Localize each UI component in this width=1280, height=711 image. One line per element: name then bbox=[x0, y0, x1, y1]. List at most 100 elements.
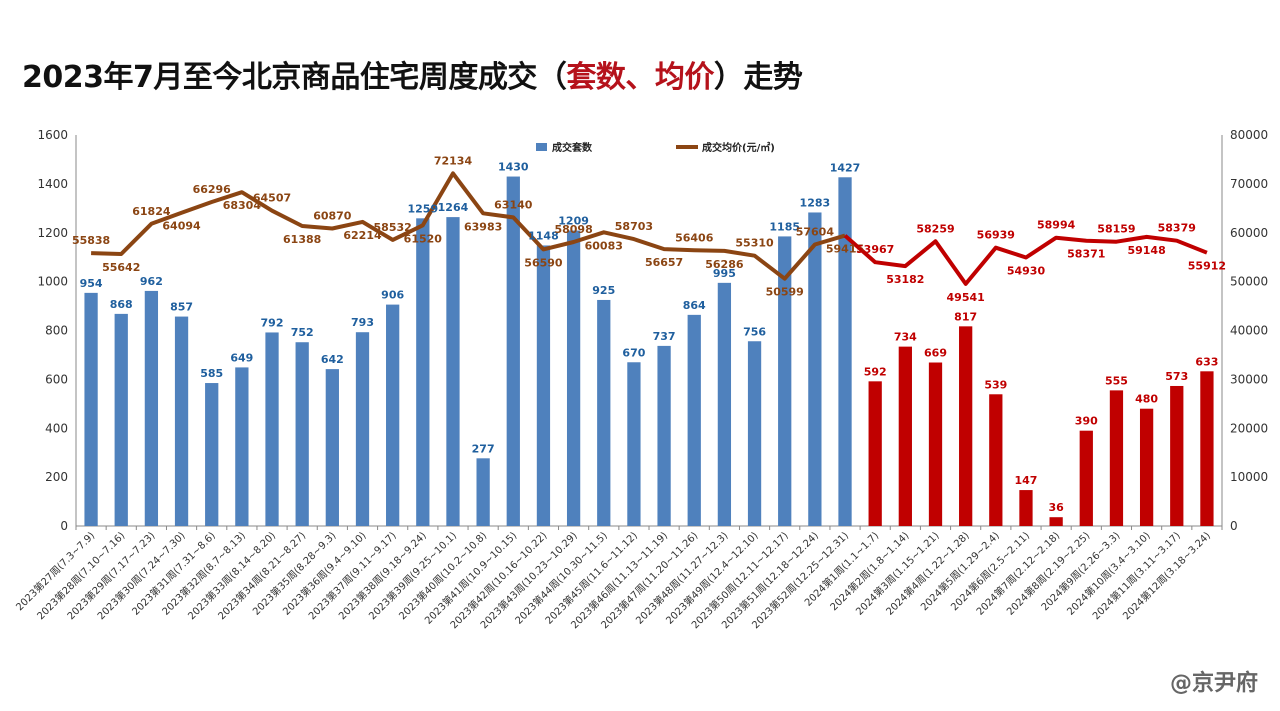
bar bbox=[536, 245, 551, 526]
bar-value-label: 642 bbox=[321, 353, 344, 366]
bar-value-label: 817 bbox=[954, 310, 977, 323]
bar bbox=[747, 341, 762, 526]
bar bbox=[627, 362, 641, 526]
price-value-label: 72134 bbox=[434, 154, 473, 167]
price-value-label: 56590 bbox=[524, 256, 563, 269]
price-value-label: 64507 bbox=[253, 192, 291, 205]
bar-value-label: 962 bbox=[140, 275, 163, 288]
bar bbox=[506, 176, 520, 526]
y-tick-left: 1400 bbox=[37, 177, 68, 191]
price-value-label: 58532 bbox=[374, 221, 412, 234]
price-value-label: 58259 bbox=[916, 222, 954, 235]
bar-value-label: 1209 bbox=[558, 215, 589, 228]
bar-value-label: 555 bbox=[1105, 374, 1128, 387]
bar bbox=[989, 394, 1003, 526]
bar bbox=[898, 346, 912, 526]
bar bbox=[386, 304, 400, 526]
title-highlight: 套数、均价 bbox=[566, 60, 714, 95]
bar bbox=[1019, 490, 1033, 526]
bar-value-label: 925 bbox=[592, 284, 615, 297]
price-value-label: 49541 bbox=[947, 291, 985, 304]
y-tick-right: 0 bbox=[1230, 519, 1238, 533]
bar bbox=[808, 212, 822, 527]
bar bbox=[778, 236, 792, 526]
bar-value-label: 1148 bbox=[528, 229, 559, 242]
price-value-label: 53967 bbox=[856, 243, 894, 256]
price-value-label: 66296 bbox=[193, 183, 232, 196]
bar bbox=[205, 383, 219, 526]
price-value-label: 57604 bbox=[796, 225, 835, 238]
price-value-label: 55642 bbox=[102, 261, 140, 274]
price-value-label: 63983 bbox=[464, 220, 502, 233]
bar-value-label: 670 bbox=[622, 346, 645, 359]
bar-value-label: 1264 bbox=[438, 201, 469, 214]
bar bbox=[687, 314, 701, 526]
bar-value-label: 36 bbox=[1048, 501, 1064, 514]
bar bbox=[1079, 430, 1093, 526]
y-tick-right: 20000 bbox=[1230, 421, 1268, 435]
bar bbox=[1170, 385, 1184, 526]
watermark: @京尹府 bbox=[1169, 671, 1258, 696]
bar bbox=[355, 332, 370, 526]
bar-value-label: 752 bbox=[291, 326, 314, 339]
y-tick-right: 50000 bbox=[1230, 275, 1268, 289]
price-value-label: 61520 bbox=[404, 232, 443, 245]
bar-value-label: 734 bbox=[894, 331, 917, 344]
bar-value-label: 480 bbox=[1135, 393, 1158, 406]
price-line-series bbox=[91, 171, 1208, 286]
bar-value-label: 1259 bbox=[408, 202, 439, 215]
bar-value-label: 793 bbox=[351, 316, 374, 329]
y-tick-left: 1000 bbox=[37, 275, 68, 289]
bar-value-label: 633 bbox=[1195, 355, 1218, 368]
bar-value-label: 1430 bbox=[498, 161, 529, 174]
title-prefix: 2023年7月至今北京商品住宅周度成交（ bbox=[22, 60, 567, 95]
price-value-label: 58994 bbox=[1037, 219, 1076, 232]
y-tick-left: 1600 bbox=[37, 128, 68, 142]
price-value-label: 64094 bbox=[162, 220, 201, 233]
y-tick-left: 1200 bbox=[37, 226, 68, 240]
bar bbox=[235, 367, 249, 526]
y-tick-left: 600 bbox=[45, 372, 68, 386]
price-line-2023 bbox=[91, 171, 846, 281]
bar bbox=[657, 345, 671, 526]
price-value-label: 58159 bbox=[1097, 223, 1135, 236]
bar-value-label: 995 bbox=[713, 267, 736, 280]
price-value-label: 56939 bbox=[977, 229, 1015, 242]
y-tick-right: 40000 bbox=[1230, 324, 1268, 338]
bar bbox=[959, 326, 973, 526]
bar-value-label: 906 bbox=[381, 289, 404, 302]
bar bbox=[868, 381, 882, 526]
bar bbox=[1200, 371, 1214, 526]
bar-value-label: 864 bbox=[683, 299, 706, 312]
bar-value-label: 539 bbox=[984, 378, 1007, 391]
bar-value-label: 573 bbox=[1165, 370, 1188, 383]
chart-title: 2023年7月至今北京商品住宅周度成交（套数、均价）走势 bbox=[22, 52, 803, 96]
bar bbox=[1109, 390, 1124, 526]
bar-value-label: 669 bbox=[924, 347, 947, 360]
price-value-label: 55310 bbox=[735, 237, 774, 250]
y-tick-left: 0 bbox=[60, 519, 68, 533]
bar-value-label: 954 bbox=[80, 277, 103, 290]
bar-value-label: 592 bbox=[864, 365, 887, 378]
price-line-2024 bbox=[843, 234, 1208, 286]
price-value-label: 59148 bbox=[1127, 244, 1165, 257]
y-tick-left: 200 bbox=[45, 470, 68, 484]
y-tick-left: 800 bbox=[45, 324, 68, 338]
price-value-label: 63140 bbox=[494, 198, 533, 211]
legend-bar-label: 成交套数 bbox=[552, 141, 593, 154]
bar-value-label: 147 bbox=[1014, 474, 1037, 487]
price-value-label: 58379 bbox=[1158, 222, 1196, 235]
price-value-label: 55838 bbox=[72, 234, 110, 247]
data-labels: 954 868 962 857 585 649 792 752 642 793 906 1259 126… bbox=[72, 154, 1226, 514]
bar bbox=[928, 362, 943, 526]
y-tick-right: 30000 bbox=[1230, 372, 1268, 386]
bar bbox=[325, 369, 339, 526]
bar bbox=[416, 218, 430, 526]
price-value-label: 56286 bbox=[705, 258, 744, 271]
bar-value-label: 792 bbox=[261, 316, 284, 329]
price-value-label: 61824 bbox=[132, 205, 171, 218]
price-value-label: 56657 bbox=[645, 256, 683, 269]
x-tick-labels: 2023第27周(7.3~7.9)2023第28周(7.10~7.16)2023… bbox=[13, 529, 1213, 631]
bar-value-label: 1427 bbox=[830, 161, 861, 174]
